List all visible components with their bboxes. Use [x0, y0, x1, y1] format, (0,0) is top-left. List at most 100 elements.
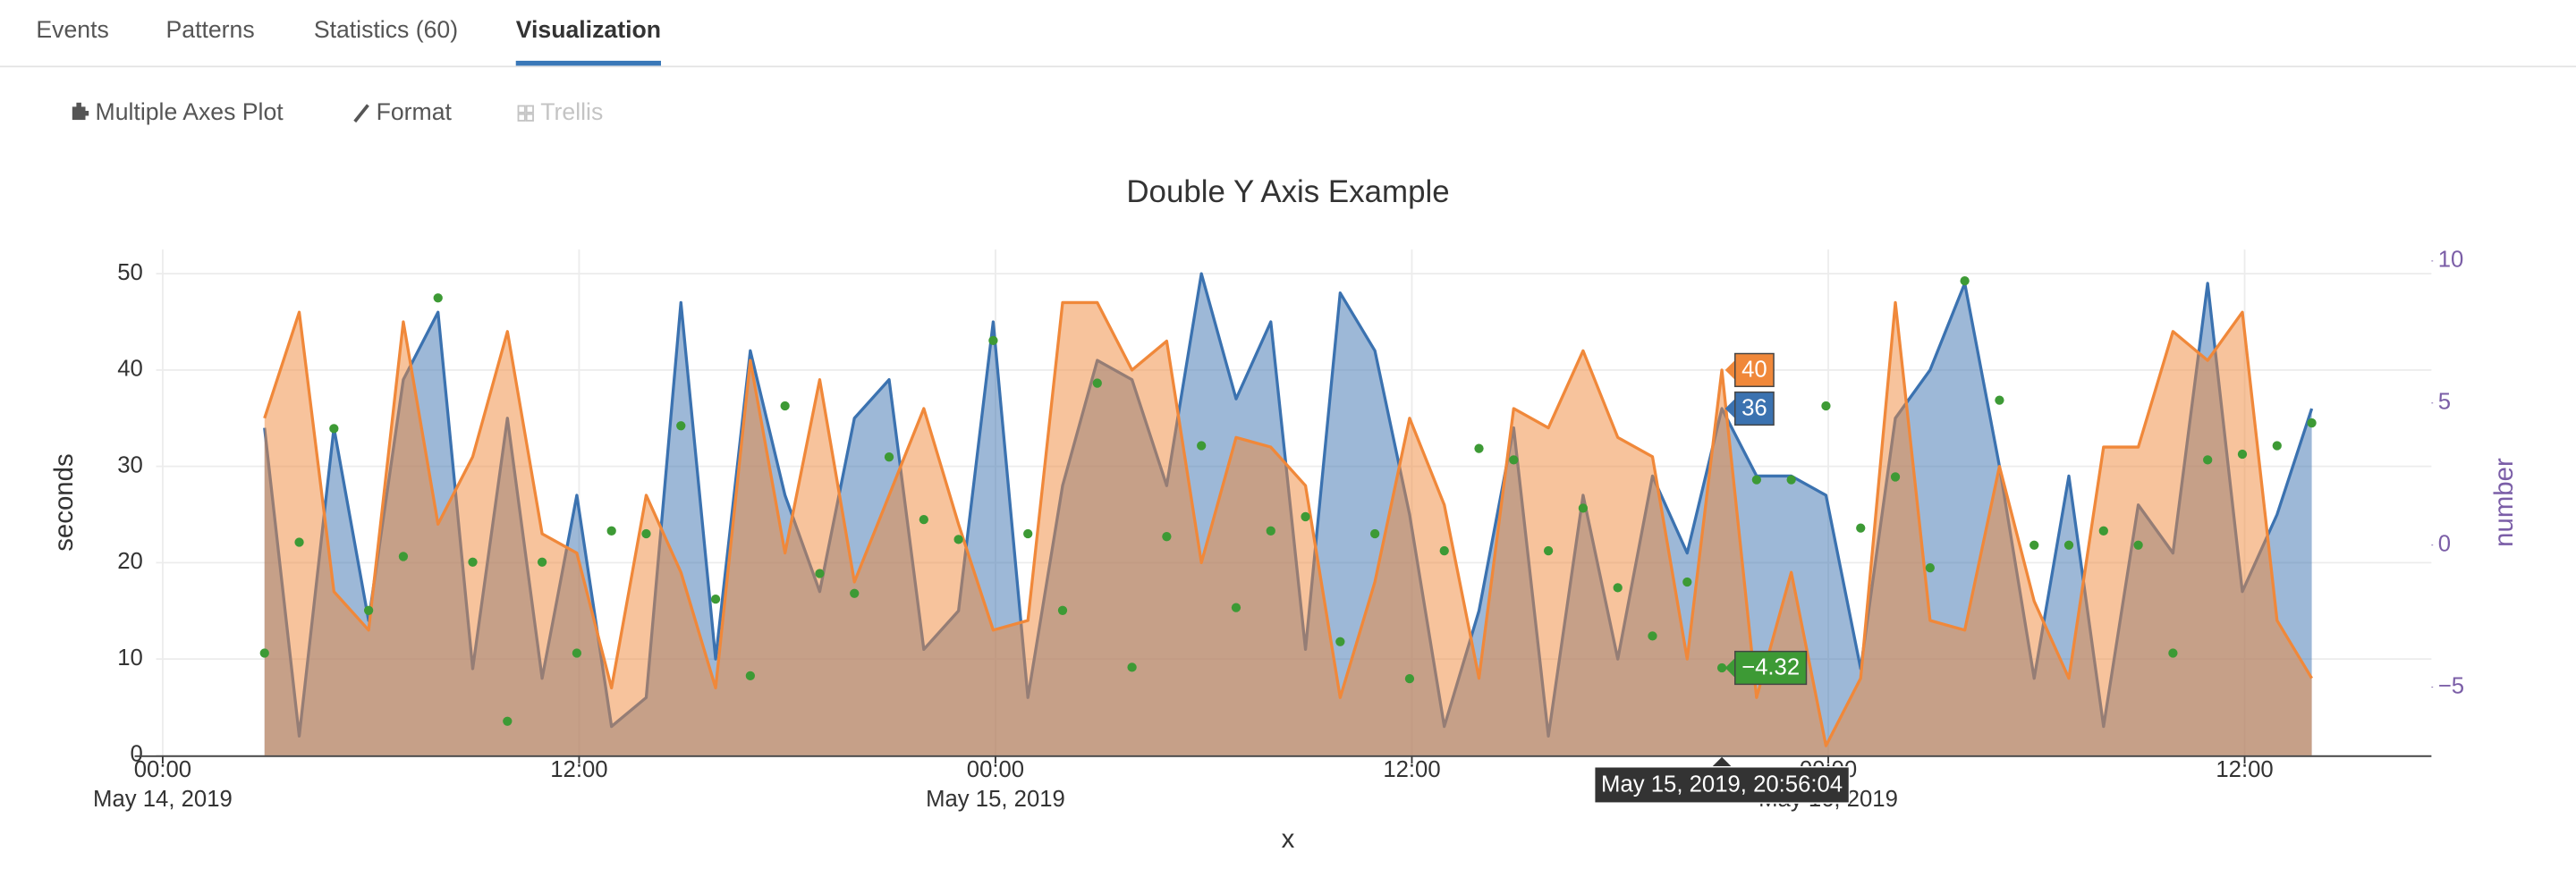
point — [1509, 455, 1519, 465]
chart-title: Double Y Axis Example — [1126, 174, 1449, 209]
point — [1439, 545, 1449, 556]
point — [1404, 673, 1415, 684]
hover-box — [1734, 650, 1808, 686]
point — [815, 569, 825, 578]
y-tick-label: 0 — [130, 742, 142, 767]
line — [263, 300, 2313, 747]
x-tick-date: May 15, 2019 — [926, 787, 1065, 812]
x-tick-date: May 14, 2019 — [93, 787, 233, 812]
point — [1127, 662, 1137, 672]
point — [398, 552, 409, 561]
point — [433, 293, 443, 303]
point — [2237, 449, 2248, 460]
point — [1856, 523, 1866, 533]
point — [2029, 540, 2039, 550]
point — [1162, 532, 1172, 542]
tab[interactable]: Patterns — [166, 16, 255, 43]
area — [264, 302, 2312, 755]
point — [1197, 441, 1207, 451]
brush-icon — [353, 104, 369, 123]
point — [1648, 631, 1657, 641]
puzzle-icon — [72, 102, 89, 121]
point — [259, 648, 269, 658]
point — [1995, 395, 2004, 405]
point — [2098, 526, 2108, 536]
point — [503, 716, 513, 726]
point — [1578, 503, 1589, 513]
point — [2168, 648, 2178, 658]
plot — [259, 272, 2317, 755]
point — [537, 557, 547, 567]
toolbar-button[interactable]: Multiple Axes Plot — [96, 98, 284, 125]
hover-x-label: May 15, 2019, 20:56:04 — [1601, 772, 1843, 797]
hover-box — [1734, 352, 1775, 387]
x-axis-label: x — [1282, 824, 1295, 854]
hover-value: 36 — [1741, 396, 1767, 421]
point — [606, 526, 616, 536]
point — [780, 401, 790, 411]
x-tick-label: 12:00 — [550, 757, 607, 782]
point — [884, 452, 894, 462]
point — [1370, 528, 1380, 539]
point — [1301, 511, 1310, 522]
point — [1821, 401, 1831, 411]
hover-label: 36 — [1724, 391, 1775, 426]
tab[interactable]: Statistics (60) — [314, 16, 458, 43]
hover-label: −4.32 — [1724, 650, 1808, 686]
hover-box — [1734, 391, 1775, 426]
grid-icon — [517, 105, 534, 122]
point — [1682, 577, 1692, 587]
point — [1057, 605, 1068, 615]
point — [468, 557, 478, 567]
y2-tick-label: 10 — [2438, 248, 2464, 273]
point — [1786, 475, 1796, 485]
x-tick-label: 12:00 — [1383, 757, 1440, 782]
y-tick-label: 10 — [117, 645, 143, 671]
point — [850, 588, 860, 598]
point — [2272, 441, 2282, 451]
point — [572, 648, 582, 658]
tab[interactable]: Visualization — [516, 16, 661, 43]
point — [1613, 583, 1623, 593]
y-tick-label: 20 — [117, 549, 143, 574]
point — [1925, 562, 1935, 573]
y-tick-label: 50 — [117, 260, 143, 285]
hover-value: −4.32 — [1741, 655, 1800, 680]
x-tick-label: 00:00 — [967, 757, 1024, 782]
hover-x-pointer — [1712, 756, 1733, 767]
hover-pointer — [1724, 398, 1735, 418]
toolbar-button[interactable]: Trellis — [540, 98, 603, 125]
point — [1716, 662, 1727, 673]
hover-pointer — [1724, 657, 1735, 679]
tab[interactable]: Events — [36, 16, 108, 43]
point — [1890, 472, 1901, 482]
point — [1266, 526, 1275, 536]
point — [2307, 418, 2317, 428]
point — [329, 424, 339, 434]
point — [641, 528, 651, 539]
y2-axis-label: number — [2489, 458, 2519, 547]
hover-x: May 15, 2019, 20:56:04 — [1593, 756, 1851, 804]
point — [1751, 475, 1762, 485]
point — [1023, 528, 1033, 539]
point — [988, 335, 998, 346]
point — [363, 605, 374, 615]
point — [710, 594, 721, 604]
point — [1474, 443, 1484, 453]
point — [676, 421, 686, 431]
hover-label: 40 — [1724, 352, 1775, 387]
y2-tick-label: 0 — [2438, 532, 2451, 557]
hover-pointer — [1724, 359, 1735, 380]
point — [1231, 603, 1241, 612]
hover-x-box — [1593, 766, 1851, 804]
point — [294, 537, 304, 547]
point — [919, 514, 928, 525]
point — [1960, 276, 1970, 286]
y2-tick-label: −5 — [2438, 673, 2464, 698]
point — [1092, 378, 1102, 388]
point — [1335, 637, 1345, 646]
toolbar-button[interactable]: Format — [377, 98, 453, 125]
point — [745, 671, 756, 681]
point — [2203, 455, 2213, 465]
